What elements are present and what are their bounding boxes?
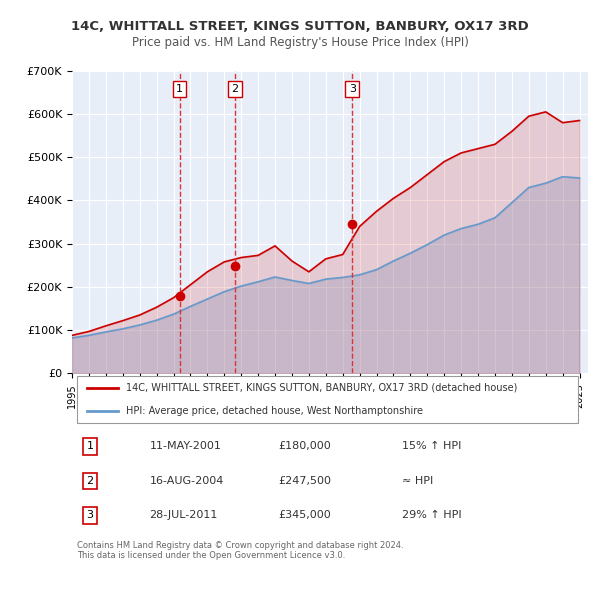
Text: 3: 3 [349, 84, 356, 94]
Text: 14C, WHITTALL STREET, KINGS SUTTON, BANBURY, OX17 3RD: 14C, WHITTALL STREET, KINGS SUTTON, BANB… [71, 20, 529, 33]
Text: £247,500: £247,500 [278, 476, 331, 486]
Text: 1: 1 [86, 441, 94, 451]
Text: 16-AUG-2004: 16-AUG-2004 [149, 476, 224, 486]
Text: Contains HM Land Registry data © Crown copyright and database right 2024.
This d: Contains HM Land Registry data © Crown c… [77, 541, 404, 560]
Text: 28-JUL-2011: 28-JUL-2011 [149, 510, 218, 520]
Text: 15% ↑ HPI: 15% ↑ HPI [402, 441, 461, 451]
Text: 11-MAY-2001: 11-MAY-2001 [149, 441, 221, 451]
Text: £180,000: £180,000 [278, 441, 331, 451]
Text: 2: 2 [86, 476, 94, 486]
Text: 14C, WHITTALL STREET, KINGS SUTTON, BANBURY, OX17 3RD (detached house): 14C, WHITTALL STREET, KINGS SUTTON, BANB… [126, 383, 518, 393]
Text: £345,000: £345,000 [278, 510, 331, 520]
Text: HPI: Average price, detached house, West Northamptonshire: HPI: Average price, detached house, West… [126, 406, 423, 416]
Text: 2: 2 [231, 84, 238, 94]
Text: ≈ HPI: ≈ HPI [402, 476, 433, 486]
Text: Price paid vs. HM Land Registry's House Price Index (HPI): Price paid vs. HM Land Registry's House … [131, 36, 469, 49]
Text: 1: 1 [176, 84, 183, 94]
Text: 29% ↑ HPI: 29% ↑ HPI [402, 510, 462, 520]
FancyBboxPatch shape [77, 376, 578, 423]
Text: 3: 3 [86, 510, 94, 520]
